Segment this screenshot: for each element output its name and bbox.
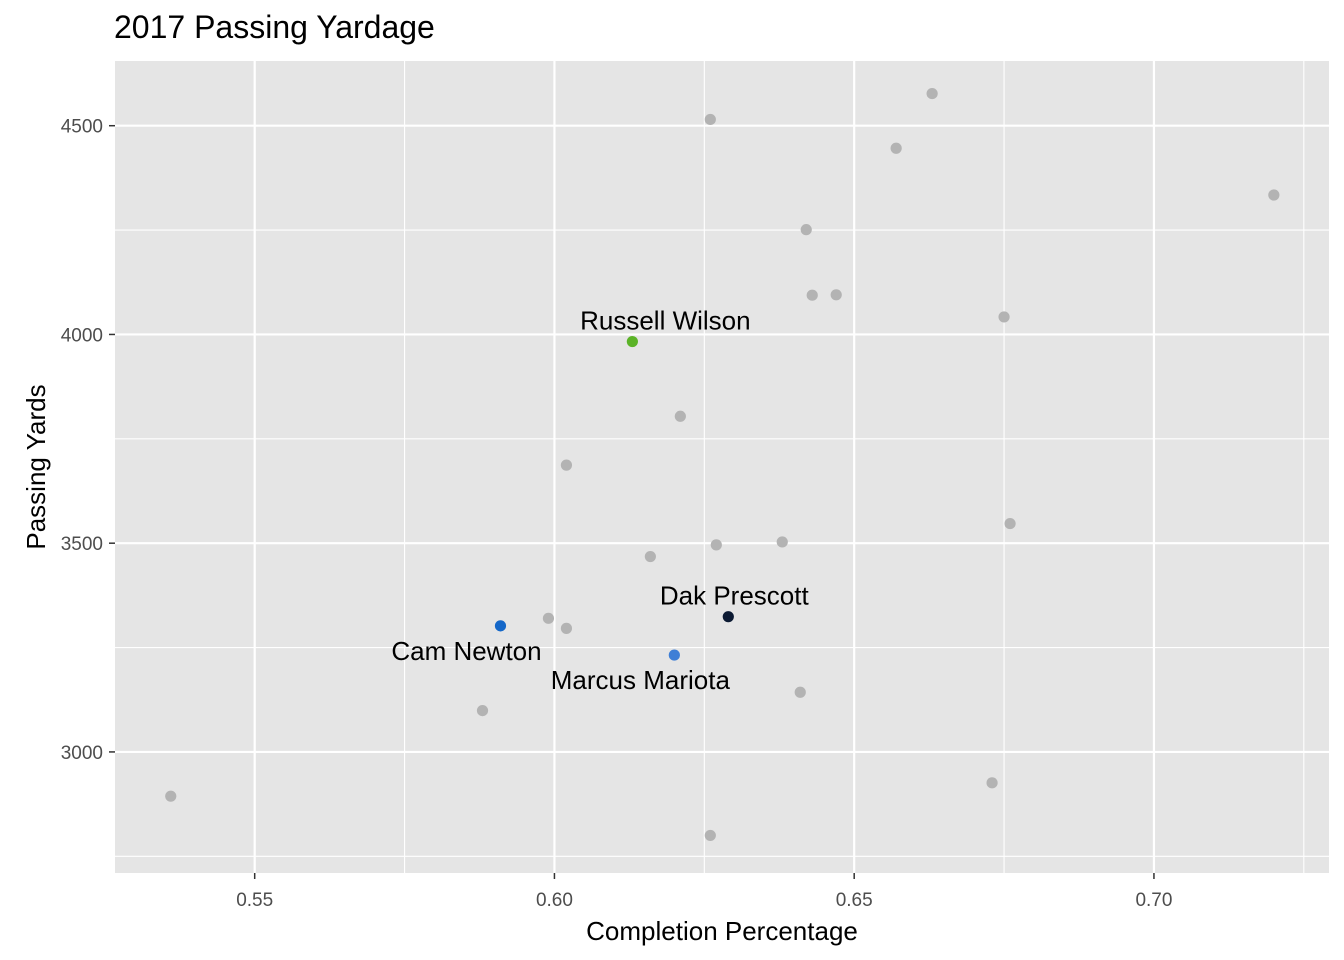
point-label: Cam Newton [391,636,541,666]
data-point [831,289,842,300]
highlighted-point [495,620,506,631]
data-point [998,311,1009,322]
data-point [795,687,806,698]
y-axis-title: Passing Yards [21,384,51,549]
point-label: Marcus Mariota [551,665,731,695]
y-axis: 3000 3500 4000 4500 [61,117,115,764]
data-point [807,290,818,301]
data-point [477,705,488,716]
data-point [561,623,572,634]
y-tick-label: 3000 [61,743,103,764]
x-tick-label: 0.55 [236,890,273,911]
data-point [891,143,902,154]
data-point [777,536,788,547]
data-point [801,224,812,235]
y-tick-label: 3500 [61,534,103,555]
data-point [1268,189,1279,200]
y-tick-label: 4000 [61,325,103,346]
x-axis: 0.55 0.60 0.65 0.70 [236,873,1172,911]
data-point [1004,518,1015,529]
x-axis-title: Completion Percentage [586,916,858,946]
x-tick-label: 0.70 [1135,890,1172,911]
data-point [165,791,176,802]
data-point [543,613,554,624]
data-point [675,411,686,422]
data-point [561,460,572,471]
highlighted-point [723,611,734,622]
point-label: Russell Wilson [580,306,751,336]
data-point [986,777,997,788]
chart-title: 2017 Passing Yardage [114,9,435,45]
x-tick-label: 0.65 [836,890,873,911]
data-point [645,551,656,562]
x-tick-label: 0.60 [536,890,573,911]
data-point [705,114,716,125]
highlighted-point [669,649,680,660]
y-tick-label: 4500 [61,117,103,138]
data-point [927,88,938,99]
data-point [711,539,722,550]
point-label: Dak Prescott [660,581,810,611]
data-point [705,830,716,841]
highlighted-point [627,336,638,347]
